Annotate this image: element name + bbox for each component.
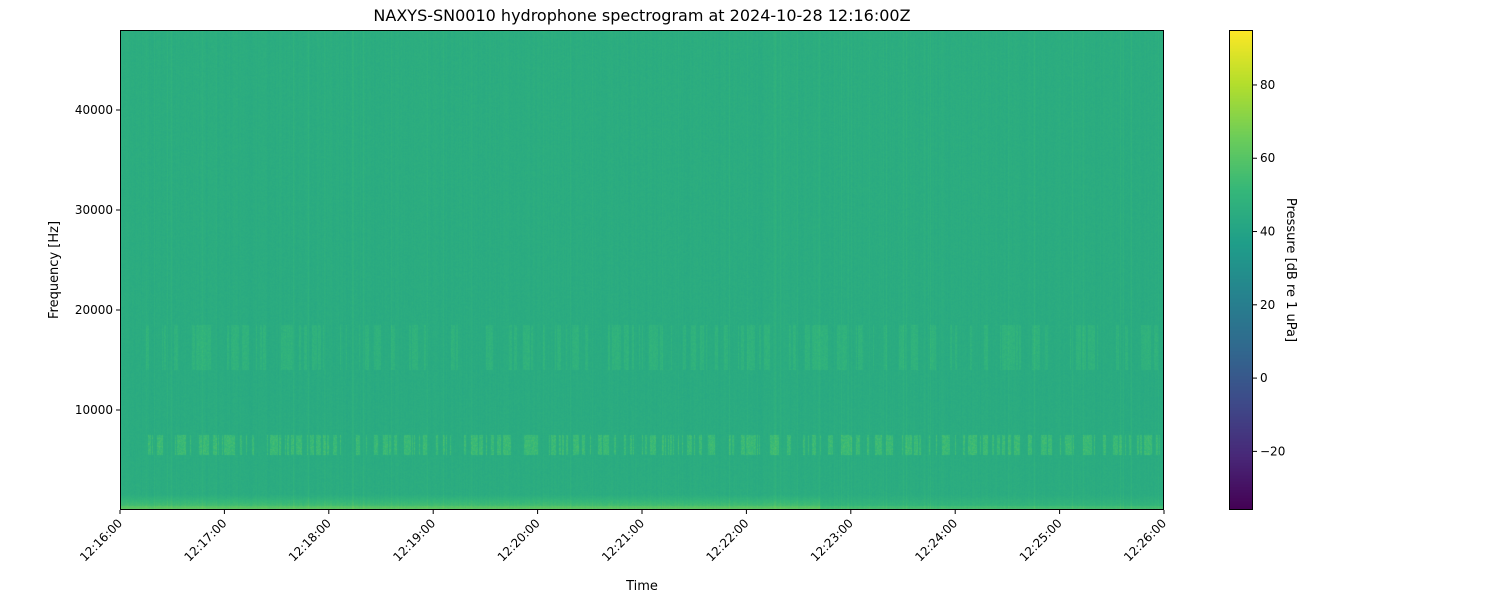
- x-tick-label: 12:17:00: [182, 516, 230, 564]
- x-tick-label: 12:22:00: [704, 516, 752, 564]
- x-axis-label: Time: [625, 579, 658, 594]
- x-tick-label: 12:18:00: [286, 516, 334, 564]
- y-tick-label: 30000: [75, 203, 113, 217]
- x-tick-label: 12:19:00: [390, 516, 438, 564]
- plot-frame: [120, 30, 1164, 510]
- x-tick-label: 12:20:00: [495, 516, 543, 564]
- chart-title: NAXYS-SN0010 hydrophone spectrogram at 2…: [373, 6, 910, 25]
- colorbar-label: Pressure [dB re 1 uPa]: [1283, 198, 1298, 342]
- x-tick-label: 12:26:00: [1121, 516, 1169, 564]
- colorbar-tick-label: 40: [1260, 225, 1275, 239]
- x-tick-label: 12:21:00: [599, 516, 647, 564]
- colorbar: [1229, 30, 1253, 510]
- spectrogram-image: [120, 30, 1164, 510]
- y-tick-label: 40000: [75, 103, 113, 117]
- colorbar-tick-label: 80: [1260, 78, 1275, 92]
- colorbar-tick-label: −20: [1260, 444, 1285, 458]
- y-tick-label: 20000: [75, 303, 113, 317]
- x-tick-label: 12:24:00: [912, 516, 960, 564]
- colorbar-tick-label: 20: [1260, 298, 1275, 312]
- x-tick-label: 12:16:00: [77, 516, 125, 564]
- colorbar-tick-label: 0: [1260, 371, 1268, 385]
- x-tick-label: 12:23:00: [808, 516, 856, 564]
- y-axis-label: Frequency [Hz]: [47, 221, 62, 319]
- y-tick-label: 10000: [75, 403, 113, 417]
- colorbar-tick-label: 60: [1260, 151, 1275, 165]
- x-tick-label: 12:25:00: [1017, 516, 1065, 564]
- colorbar-frame: [1229, 30, 1253, 510]
